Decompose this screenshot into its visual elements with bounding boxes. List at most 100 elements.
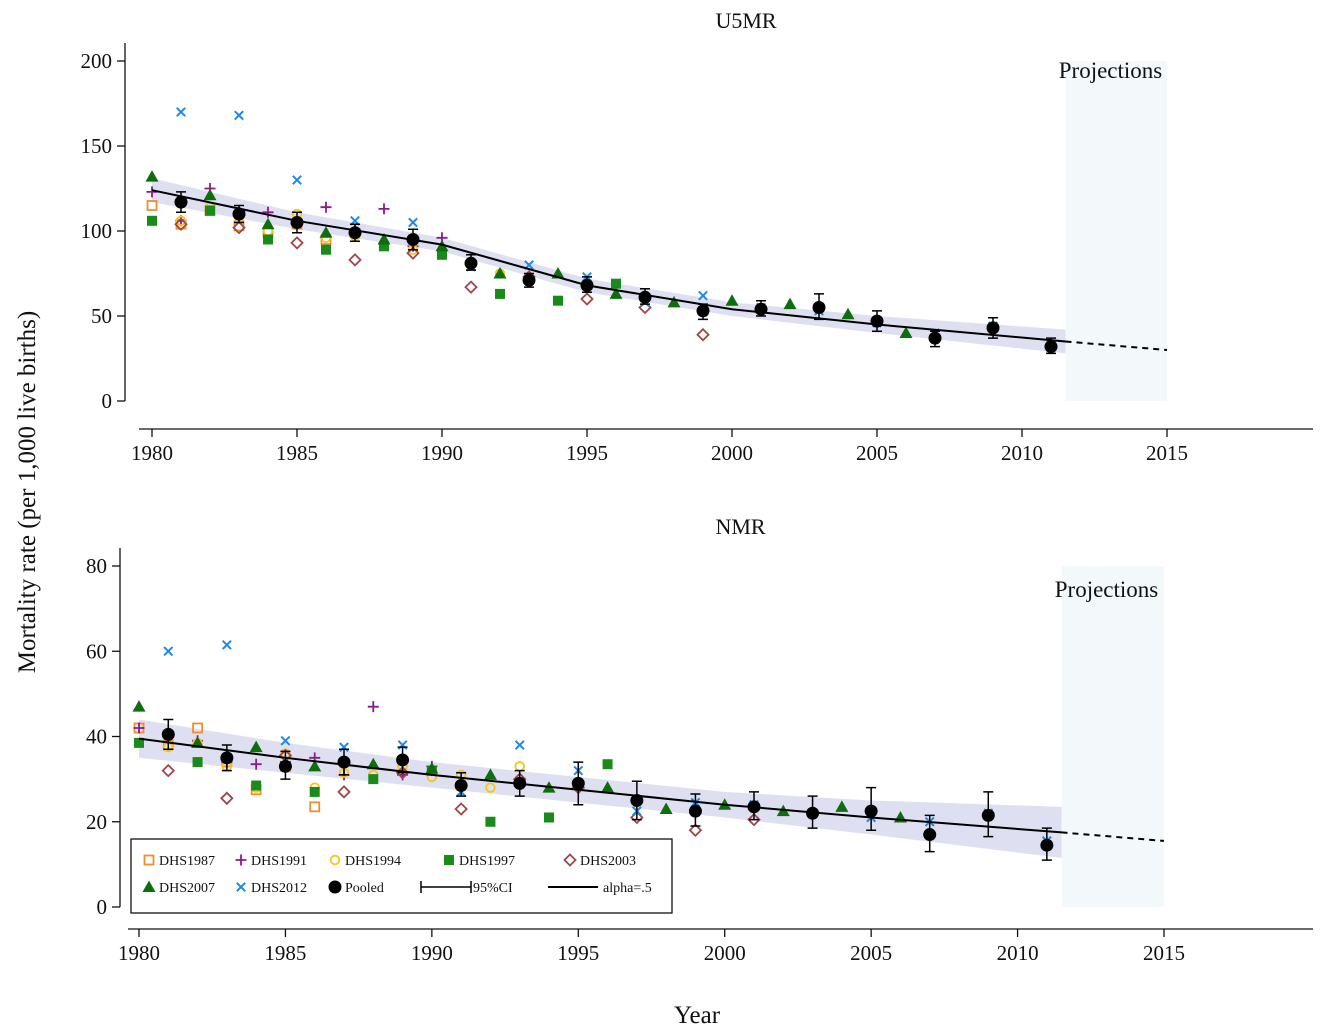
legend-label-dhs2007: DHS2007 — [159, 881, 215, 896]
nmr-point-dhs1991 — [250, 758, 262, 770]
u5mr-y-tick-label: 0 — [102, 389, 113, 413]
legend-label-dhs2003: DHS2003 — [580, 854, 636, 869]
legend-symbol-dhs1994 — [329, 854, 341, 866]
nmr-point-dhs2007 — [483, 768, 497, 780]
nmr-point-pooled — [923, 828, 937, 842]
legend-item-dhs2012: DHS2012 — [236, 881, 307, 896]
nmr-x-tick-label: 1980 — [118, 941, 160, 965]
nmr-point-pooled — [278, 759, 292, 773]
u5mr-series-pooled — [174, 191, 1058, 355]
nmr-point-pooled — [747, 800, 761, 814]
nmr-point-dhs1997 — [192, 757, 203, 768]
u5mr-series-dhs2007 — [145, 170, 913, 338]
nmr-y-tick-label: 80 — [86, 554, 107, 578]
nmr-point-dhs2007 — [425, 761, 439, 774]
u5mr-point-pooled — [986, 321, 1000, 335]
u5mr-point-dhs2003 — [464, 280, 478, 294]
nmr-point-dhs1994 — [485, 782, 496, 793]
nmr-point-pooled — [454, 779, 468, 793]
u5mr-point-pooled — [696, 304, 710, 318]
nmr-point-dhs1994 — [514, 761, 525, 772]
u5mr-point-dhs2007 — [899, 326, 913, 338]
u5mr-point-pooled — [928, 331, 942, 345]
u5mr-point-dhs2012 — [698, 290, 708, 301]
u5mr-point-pooled — [870, 314, 884, 328]
nmr-point-dhs1997 — [134, 737, 144, 748]
nmr-point-pooled — [337, 755, 351, 769]
u5mr-fit-band — [152, 178, 1066, 354]
legend-item-dhs1997: DHS1997 — [444, 854, 515, 869]
legend-symbol-dhs2012 — [236, 882, 246, 892]
u5mr-point-dhs2003 — [580, 292, 594, 306]
u5mr-point-pooled — [464, 256, 478, 270]
u5mr-point-dhs2003 — [406, 246, 420, 260]
nmr-point-dhs2012 — [221, 639, 232, 650]
nmr-point-dhs2003 — [220, 791, 234, 806]
u5mr-x-tick-label: 1990 — [421, 441, 463, 465]
u5mr-point-dhs2003 — [174, 217, 188, 231]
u5mr-point-dhs2007 — [841, 307, 855, 320]
legend-symbol-dhs1997 — [444, 855, 454, 865]
nmr-point-dhs2007 — [835, 800, 849, 812]
nmr-point-dhs2012 — [280, 735, 291, 746]
legend-box — [130, 838, 673, 914]
u5mr-point-dhs1997 — [611, 278, 621, 289]
u5mr-y-tick-label: 50 — [91, 304, 112, 328]
nmr-y-tick-label: 0 — [97, 895, 108, 919]
u5mr-point-dhs1997 — [147, 215, 157, 226]
legend-symbol-dhs2003 — [563, 853, 577, 867]
u5mr-point-pooled — [522, 273, 536, 287]
nmr-x-tick-label: 1985 — [264, 941, 306, 965]
legend-item-dhs1994: DHS1994 — [329, 854, 401, 869]
legend-item-dhs1987: DHS1987 — [143, 854, 215, 869]
legend-symbol-dhs2007 — [142, 880, 156, 892]
u5mr-point-pooled — [232, 207, 246, 221]
nmr-point-pooled — [161, 727, 175, 741]
nmr-x-tick-label: 1990 — [411, 941, 453, 965]
nmr-point-dhs2007 — [601, 781, 615, 793]
u5mr-point-pooled — [812, 301, 826, 314]
u5mr-panel: U5MR Projections 0 50 100 150 200 1980 1985 1990 1… — [81, 8, 1313, 465]
nmr-point-pooled — [688, 804, 702, 818]
legend: DHS1987 DHS1991 DHS1994 DHS1997 DHS2003 DHS20… — [130, 838, 673, 914]
legend-label-dhs1997: DHS1997 — [459, 854, 515, 869]
legend-label-pooled: Pooled — [345, 881, 384, 896]
legend-label-dhs1991: DHS1991 — [251, 854, 307, 869]
u5mr-point-dhs2007 — [145, 170, 159, 182]
u5mr-point-dhs2003 — [696, 327, 710, 342]
u5mr-x-tick-label: 1995 — [566, 441, 608, 465]
u5mr-x-tick-label: 1980 — [131, 441, 173, 465]
u5mr-x-tick-label: 2005 — [856, 441, 898, 465]
u5mr-panel-title: U5MR — [715, 8, 776, 33]
nmr-projection-label: Projections — [1055, 577, 1159, 602]
u5mr-point-pooled — [580, 278, 594, 292]
nmr-x-tick-label: 2015 — [1143, 941, 1185, 965]
nmr-point-dhs2003 — [454, 802, 468, 816]
u5mr-point-dhs2012 — [176, 107, 186, 117]
nmr-point-dhs2003 — [688, 823, 703, 838]
nmr-y-tick-label: 60 — [86, 639, 107, 663]
legend-label-dhs1987: DHS1987 — [159, 854, 215, 869]
nmr-point-pooled — [981, 808, 995, 822]
legend-label-dhs1994: DHS1994 — [345, 854, 401, 869]
u5mr-point-dhs1997 — [553, 295, 563, 306]
u5mr-point-dhs1997 — [205, 205, 215, 216]
nmr-point-dhs2003 — [747, 812, 761, 827]
legend-label-alpha-5: alpha=.5 — [603, 881, 652, 896]
u5mr-projection-region — [1065, 61, 1167, 401]
u5mr-y-tick-label: 200 — [81, 49, 113, 73]
u5mr-y-tick-label: 150 — [81, 134, 113, 158]
nmr-point-dhs2007 — [132, 700, 146, 712]
nmr-x-tick-label: 2000 — [704, 941, 746, 965]
nmr-x-tick-label: 2010 — [997, 941, 1039, 965]
nmr-point-pooled — [630, 793, 644, 807]
u5mr-point-dhs2012 — [234, 110, 244, 121]
nmr-point-dhs1997 — [602, 759, 613, 770]
u5mr-point-dhs2007 — [377, 233, 391, 245]
legend-label-95-ci: 95%CI — [473, 881, 513, 896]
u5mr-point-dhs1991 — [378, 203, 390, 215]
legend-label-dhs2012: DHS2012 — [251, 881, 307, 896]
legend-item-dhs1991: DHS1991 — [235, 854, 307, 869]
nmr-panel-title: NMR — [715, 514, 765, 539]
u5mr-point-dhs1997 — [321, 244, 331, 255]
